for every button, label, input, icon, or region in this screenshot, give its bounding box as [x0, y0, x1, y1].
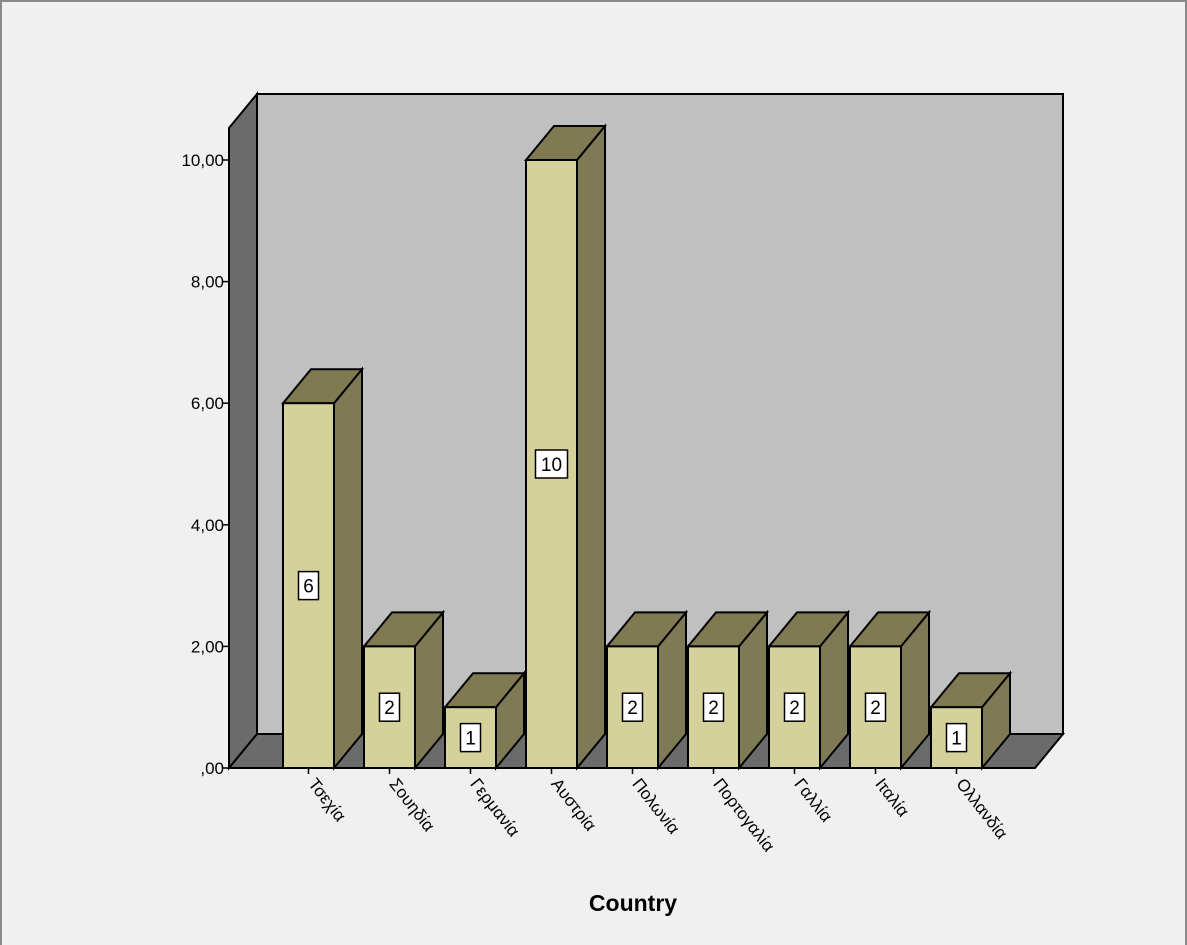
- bar: 10: [523, 123, 608, 771]
- bars: 6 2 1 10 2 2 2 2 1: [280, 123, 1013, 771]
- y-tick-label: 4,00: [191, 516, 224, 535]
- bar-side: [333, 366, 363, 771]
- x-tick-label: Γαλλία: [790, 775, 836, 826]
- y-tick-label: 10,00: [181, 151, 224, 170]
- data-label-box: [864, 692, 887, 722]
- data-label: 2: [708, 698, 719, 719]
- data-label-box: [378, 692, 401, 722]
- data-label-box: [783, 692, 806, 722]
- y-tick-label: 6,00: [191, 394, 224, 413]
- data-label-box: [621, 692, 644, 722]
- data-label-box: [459, 722, 482, 753]
- y-tick-label: 8,00: [191, 273, 224, 292]
- data-label-box: [702, 692, 725, 722]
- data-label: 1: [465, 729, 476, 750]
- data-label: 2: [384, 698, 395, 719]
- x-tick-label: Τσεχία: [304, 775, 349, 826]
- x-axis: Τσεχία Σουηδία Γερμανία Αυστρία Πολωνία Πορτο…: [304, 768, 1011, 856]
- bar-side: [576, 123, 606, 771]
- bar: 1: [928, 670, 1013, 771]
- bar: 6: [280, 366, 365, 771]
- data-label: 2: [870, 698, 881, 719]
- x-tick-label: Ιταλία: [871, 775, 913, 821]
- data-label-box: [297, 570, 320, 601]
- data-label: 1: [951, 729, 962, 750]
- data-label-box: [945, 722, 968, 753]
- x-tick-label: Πορτογαλία: [709, 775, 778, 856]
- bar: 1: [442, 670, 527, 771]
- y-axis: ,00 2,00 4,00 6,00 8,00 10,00: [181, 128, 230, 778]
- data-label: 10: [541, 455, 562, 476]
- x-tick-label: Σουηδία: [385, 775, 438, 836]
- data-label: 2: [789, 698, 800, 719]
- data-label: 2: [627, 698, 638, 719]
- bar: 2: [604, 609, 689, 771]
- x-tick-label: Πολωνία: [628, 775, 683, 838]
- y-tick-label: 2,00: [191, 637, 224, 656]
- plot-side-wall: [228, 91, 258, 771]
- data-label-box: [534, 449, 569, 479]
- bar: 2: [685, 609, 770, 771]
- bar: 2: [361, 609, 446, 771]
- bar: 2: [766, 609, 851, 771]
- x-axis-title: Country: [589, 890, 677, 916]
- x-tick-label: Ολλανδία: [952, 775, 1011, 843]
- x-tick-label: Αυστρία: [547, 775, 600, 835]
- bar: 2: [847, 609, 932, 771]
- data-label: 6: [303, 577, 314, 598]
- x-tick-label: Γερμανία: [466, 775, 523, 841]
- y-tick-label: ,00: [200, 759, 224, 778]
